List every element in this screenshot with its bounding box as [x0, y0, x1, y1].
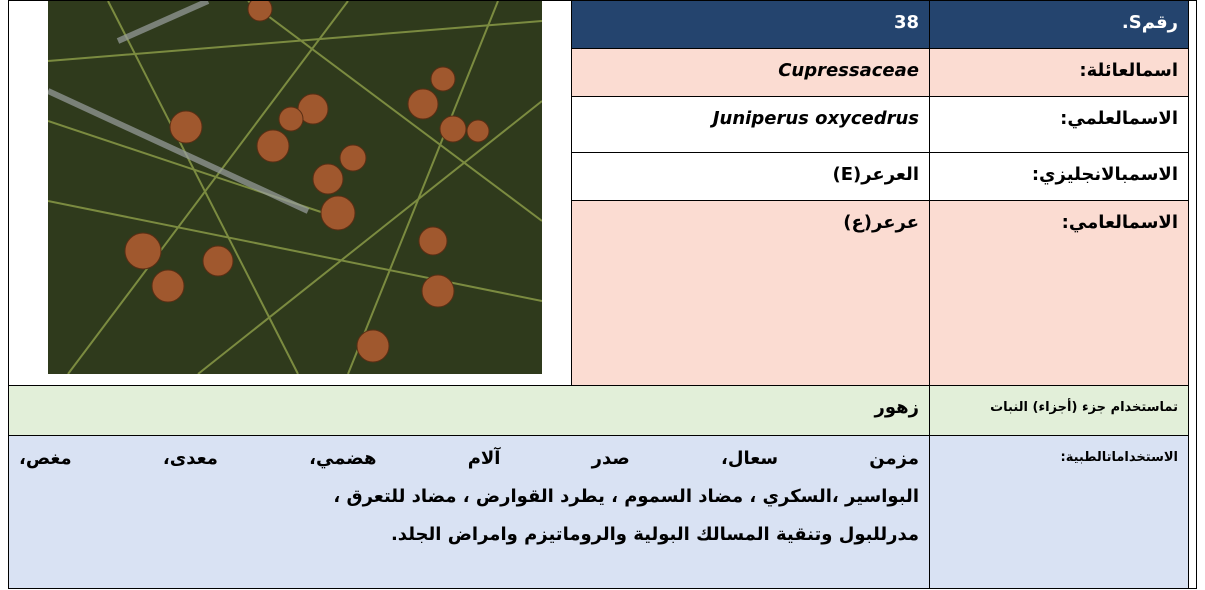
uses-line: مدرللبول وتنقية المسالك البولية والرومات…	[390, 524, 919, 545]
plant-photo	[48, 1, 542, 374]
row-value: 38	[571, 0, 930, 49]
row-label: الاسمالعامي:	[929, 200, 1189, 386]
row-label: الاسمبالانجليزي:	[929, 152, 1189, 201]
plant-card	[8, 0, 1197, 589]
row-value: زهور	[8, 385, 930, 436]
uses-line: مزمن سعال، صدر آلام هضمي، معدى، مغص،	[19, 448, 919, 469]
row-label: اسمالعائلة:	[929, 48, 1189, 97]
row-value: عرعر(ع)	[571, 200, 930, 386]
row-label: الاسمالعلمي:	[929, 96, 1189, 153]
row-value: Cupressaceae	[571, 48, 930, 97]
row-value: مزمن سعال، صدر آلام هضمي، معدى، مغص، البو…	[8, 435, 930, 589]
uses-line: البواسير ،السكري ، مضاد السموم ، يطرد ال…	[333, 486, 919, 507]
row-label: تماستخدام جزء (أجزاء) النبات	[929, 385, 1189, 436]
row-value: العرعر(E)	[571, 152, 930, 201]
row-label: الاستخداماتالطبية:	[929, 435, 1189, 589]
row-value: Juniperus oxycedrus	[571, 96, 930, 153]
row-label: رقمS.	[929, 0, 1189, 49]
